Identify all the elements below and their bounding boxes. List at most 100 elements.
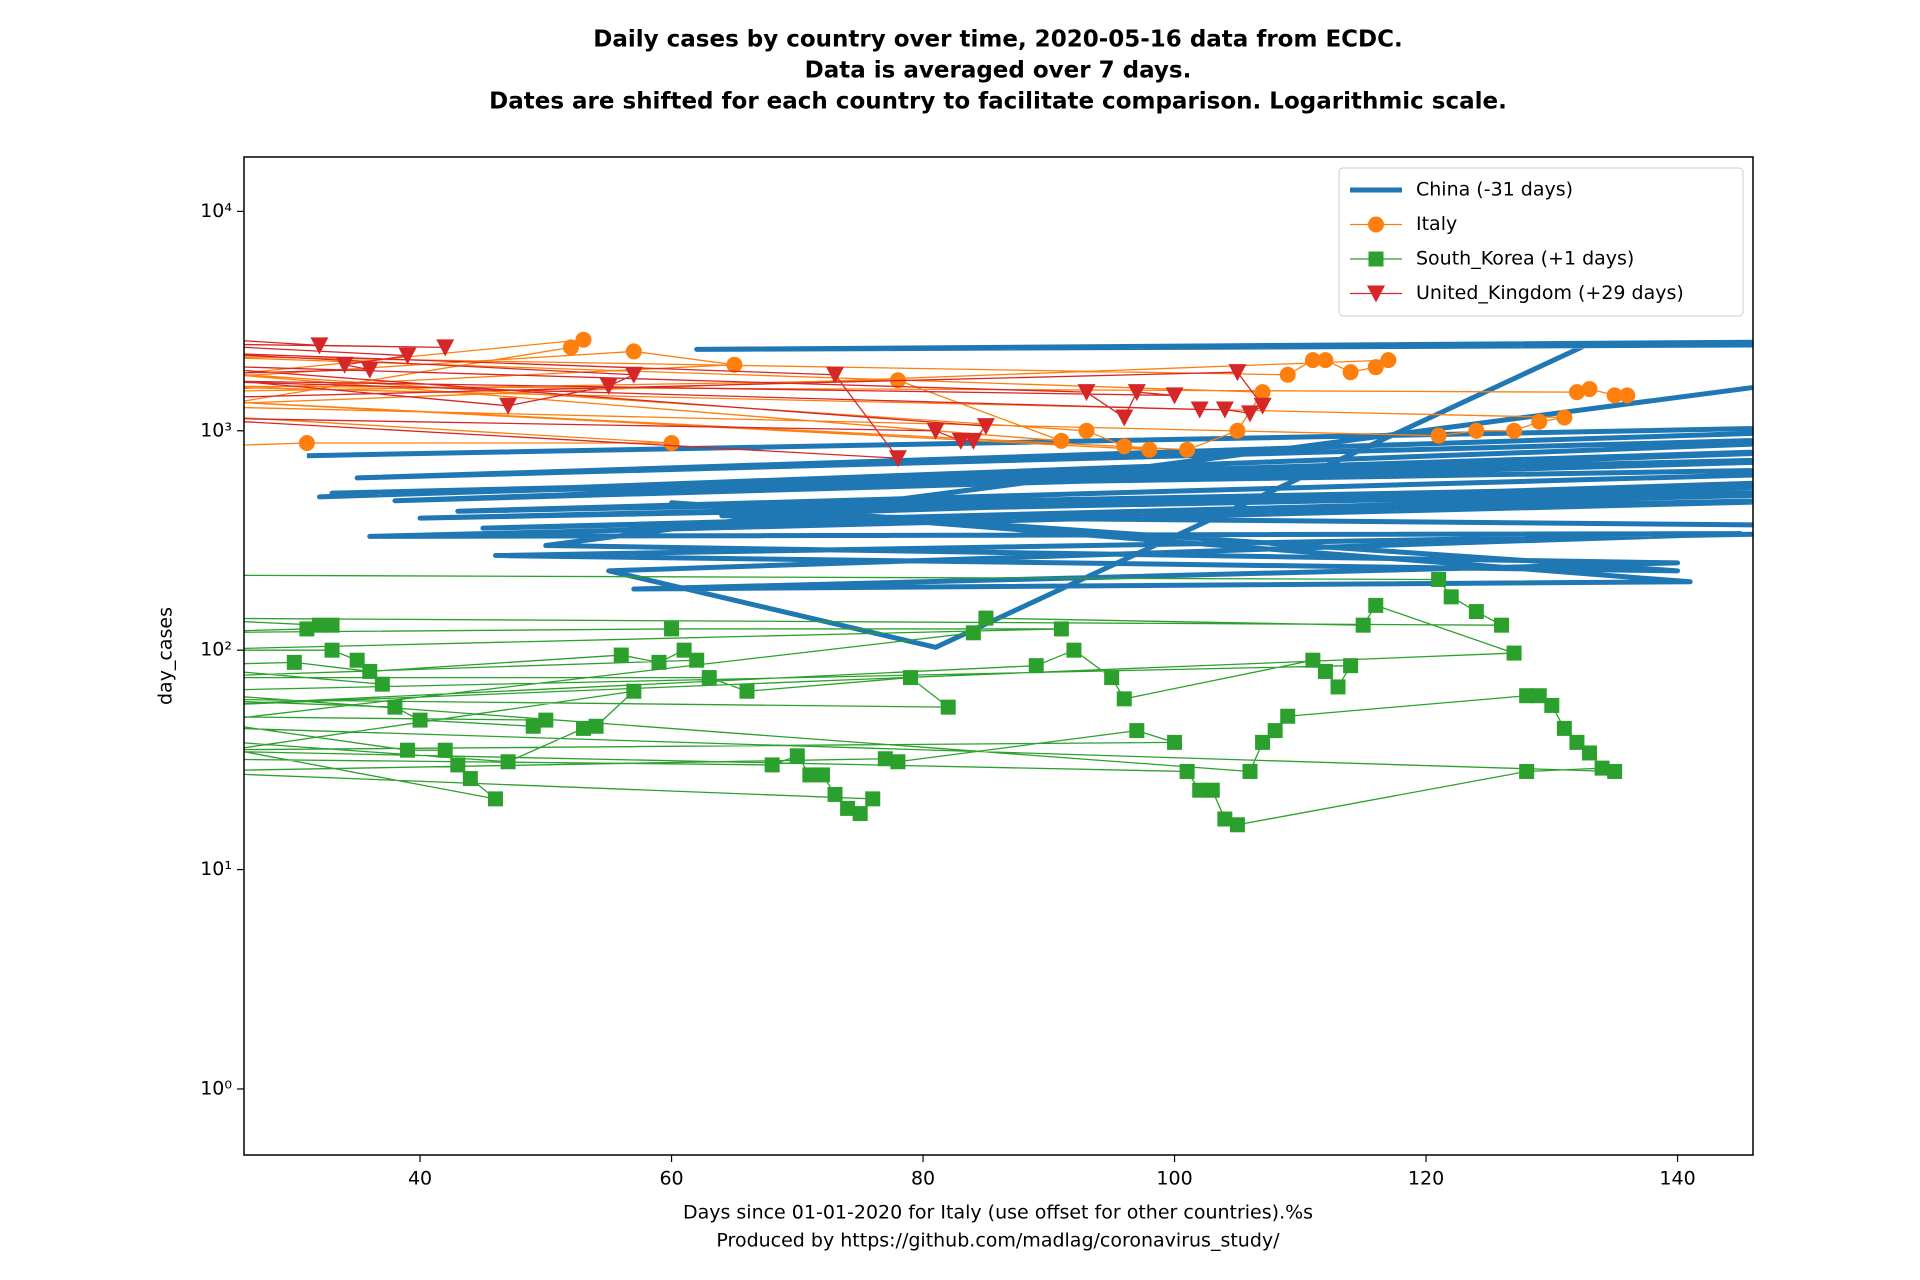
marker (840, 800, 856, 816)
legend: China (-31 days) Italy South_Korea (+1 day… (1338, 167, 1744, 317)
marker (1367, 359, 1384, 376)
marker (575, 331, 592, 348)
marker (888, 450, 907, 468)
y-tick-label: 10¹ (200, 858, 232, 880)
marker (362, 663, 378, 679)
chart-title: Data is averaged over 7 days. (805, 58, 1192, 84)
marker (1115, 409, 1134, 427)
marker (1255, 734, 1271, 750)
marker (689, 652, 705, 668)
marker (1519, 688, 1535, 704)
marker (576, 720, 592, 736)
marker (1179, 441, 1196, 458)
marker (1368, 597, 1384, 613)
marker (827, 786, 843, 802)
marker (1254, 384, 1271, 401)
marker (1430, 427, 1447, 444)
marker (387, 699, 403, 715)
marker (1468, 422, 1485, 439)
marker (1556, 409, 1573, 426)
marker (664, 621, 680, 637)
marker (865, 791, 881, 807)
marker (588, 718, 604, 734)
marker (374, 676, 390, 692)
marker (701, 670, 717, 686)
marker (1506, 422, 1523, 439)
marker (852, 806, 868, 822)
marker (1253, 397, 1272, 415)
marker (1569, 734, 1585, 750)
marker (562, 339, 579, 356)
marker (398, 347, 417, 365)
marker (965, 625, 981, 641)
legend-box (1338, 167, 1744, 317)
legend-label: China (-31 days) (1416, 179, 1573, 201)
marker (1217, 811, 1233, 827)
marker (1028, 658, 1044, 674)
marker (826, 366, 845, 384)
marker (1053, 621, 1069, 637)
marker (462, 771, 478, 787)
marker (412, 712, 428, 728)
x-tick-label: 120 (1408, 1168, 1444, 1190)
marker (663, 434, 680, 451)
marker (1544, 697, 1560, 713)
marker (1304, 352, 1321, 369)
marker (1380, 352, 1397, 369)
x-axis-label: Produced by https://github.com/madlag/co… (716, 1230, 1280, 1252)
marker (1355, 617, 1371, 633)
marker (1165, 387, 1184, 405)
marker (1606, 387, 1623, 404)
marker (651, 654, 667, 670)
marker (624, 366, 643, 384)
marker (1215, 401, 1234, 419)
marker (1229, 817, 1245, 833)
marker (1141, 441, 1158, 458)
marker (298, 434, 315, 451)
marker (538, 712, 554, 728)
y-tick-label: 10² (200, 639, 232, 661)
marker (1066, 642, 1082, 658)
marker (1468, 604, 1484, 620)
marker (877, 751, 893, 767)
marker (940, 699, 956, 715)
marker (789, 748, 805, 764)
legend-label: Italy (1416, 213, 1457, 235)
x-tick-label: 140 (1659, 1168, 1695, 1190)
marker (335, 356, 354, 374)
marker (1343, 658, 1359, 674)
legend-label: United_Kingdom (+29 days) (1416, 282, 1684, 304)
marker (324, 642, 340, 658)
marker (964, 432, 983, 450)
marker (902, 670, 918, 686)
marker (1053, 432, 1070, 449)
marker (802, 767, 818, 783)
marker (1179, 763, 1195, 779)
marker (1104, 670, 1120, 686)
marker (1531, 688, 1547, 704)
marker (1305, 652, 1321, 668)
marker (500, 754, 516, 770)
marker (613, 647, 629, 663)
x-tick-label: 80 (911, 1168, 935, 1190)
marker (1619, 387, 1636, 404)
marker (626, 683, 642, 699)
marker (1116, 691, 1132, 707)
marker (437, 742, 453, 758)
marker (1506, 645, 1522, 661)
axes-frame (243, 156, 1754, 1156)
marker (360, 361, 379, 379)
marker (1594, 760, 1610, 776)
marker (978, 610, 994, 626)
x-tick-label: 60 (659, 1168, 683, 1190)
marker (488, 791, 503, 807)
marker (1519, 763, 1535, 779)
legend-marker (1368, 251, 1384, 267)
marker (890, 754, 906, 770)
legend-marker (1368, 216, 1384, 233)
marker (1607, 763, 1623, 779)
x-tick-label: 40 (408, 1168, 432, 1190)
plot-area (244, 331, 1753, 833)
marker (1129, 723, 1145, 739)
